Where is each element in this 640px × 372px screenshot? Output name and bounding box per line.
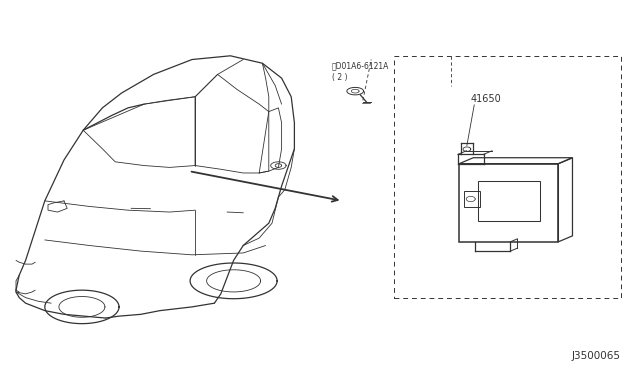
Text: 41650: 41650 [470, 94, 501, 104]
Bar [394, 56, 621, 298]
Text: J3500065: J3500065 [572, 351, 621, 361]
Bar [478, 180, 540, 221]
Text: ⓇD01A6-6121A
( 2 ): ⓇD01A6-6121A ( 2 ) [332, 61, 389, 82]
Bar [460, 164, 559, 242]
Bar [465, 191, 481, 208]
